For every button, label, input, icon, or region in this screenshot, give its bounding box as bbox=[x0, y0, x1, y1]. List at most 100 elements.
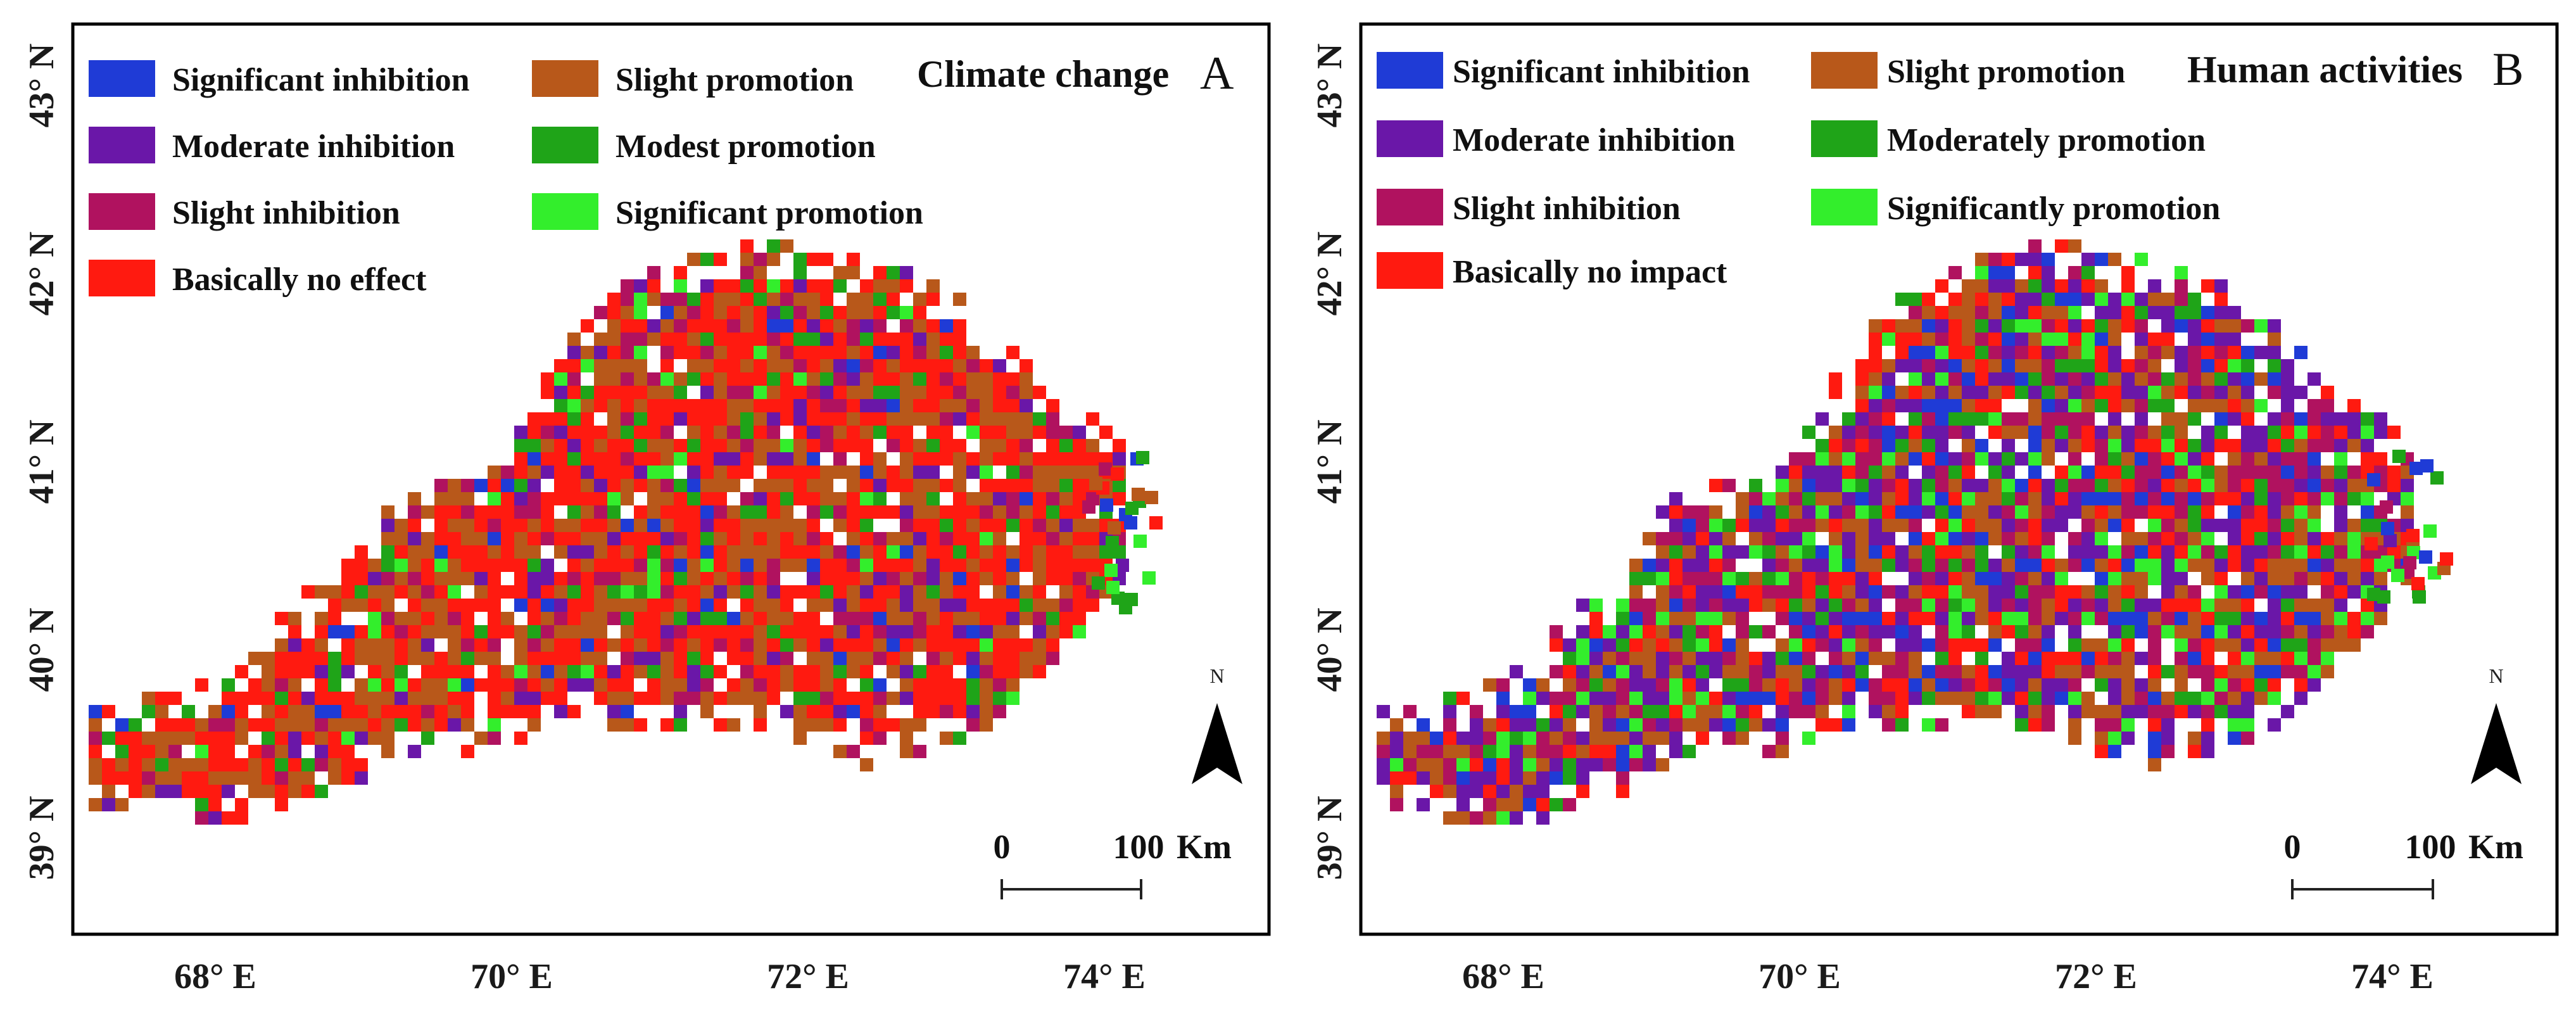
raster-cell bbox=[341, 745, 355, 758]
raster-cell bbox=[381, 585, 395, 599]
raster-cell bbox=[674, 346, 687, 359]
raster-cell bbox=[847, 692, 860, 705]
raster-cell bbox=[1523, 705, 1536, 718]
raster-cell bbox=[1988, 279, 2002, 293]
raster-cell bbox=[1086, 412, 1099, 426]
raster-cell bbox=[966, 718, 980, 732]
raster-cell bbox=[1789, 492, 1802, 505]
raster-cell bbox=[1059, 625, 1073, 638]
raster-cell bbox=[2081, 545, 2095, 559]
raster-cell bbox=[621, 519, 634, 532]
raster-cell bbox=[621, 572, 634, 585]
raster-cell bbox=[408, 638, 421, 652]
raster-cell bbox=[2002, 519, 2015, 532]
raster-cell bbox=[2161, 519, 2175, 532]
raster-cell bbox=[767, 426, 780, 439]
raster-cell bbox=[2294, 638, 2308, 652]
raster-cell bbox=[421, 559, 434, 572]
raster-cell bbox=[2135, 293, 2148, 306]
raster-cell bbox=[1935, 439, 1948, 452]
legend-label-slight-inhibition: Slight inhibition bbox=[172, 195, 400, 231]
raster-cell bbox=[820, 359, 833, 372]
raster-cell bbox=[2175, 638, 2188, 652]
raster-cell bbox=[780, 412, 793, 426]
raster-cell bbox=[2201, 426, 2214, 439]
raster-cell bbox=[2042, 346, 2055, 359]
raster-cell bbox=[2228, 585, 2241, 599]
raster-cell bbox=[2361, 439, 2374, 452]
raster-cell bbox=[700, 638, 714, 652]
raster-cell bbox=[541, 559, 554, 572]
raster-cell bbox=[594, 532, 607, 545]
raster-cell bbox=[501, 545, 514, 559]
raster-cell bbox=[1842, 678, 1855, 692]
raster-cell bbox=[421, 732, 434, 745]
lon-tick-68: 68° E bbox=[174, 957, 256, 996]
raster-cell bbox=[2347, 545, 2361, 559]
raster-cell bbox=[1696, 599, 1709, 612]
raster-cell bbox=[727, 505, 740, 519]
raster-cell bbox=[847, 466, 860, 479]
raster-cell bbox=[940, 559, 953, 572]
raster-cell bbox=[767, 559, 780, 572]
raster-cell bbox=[887, 559, 900, 572]
raster-cell bbox=[368, 705, 381, 718]
raster-cell bbox=[2334, 412, 2347, 426]
raster-cell bbox=[567, 638, 581, 652]
raster-cell bbox=[448, 718, 461, 732]
raster-cell bbox=[2361, 599, 2374, 612]
raster-cell bbox=[1882, 612, 1895, 625]
raster-cell bbox=[727, 306, 740, 319]
raster-cell bbox=[2042, 638, 2055, 652]
raster-cell bbox=[767, 439, 780, 452]
raster-cell bbox=[1656, 732, 1669, 745]
raster-cell bbox=[2028, 545, 2042, 559]
raster-cell bbox=[1736, 545, 1749, 559]
raster-cell bbox=[1709, 519, 1722, 532]
raster-cell bbox=[2214, 692, 2228, 705]
raster-cell bbox=[2161, 665, 2175, 678]
raster-cell bbox=[1948, 638, 1962, 652]
raster-cell bbox=[2321, 599, 2334, 612]
raster-cell bbox=[395, 625, 408, 638]
raster-cell bbox=[115, 732, 129, 745]
raster-cell bbox=[448, 559, 461, 572]
raster-cell bbox=[767, 452, 780, 466]
raster-cell bbox=[1589, 599, 1603, 612]
raster-cell bbox=[1589, 692, 1603, 705]
raster-cell bbox=[2334, 532, 2347, 545]
raster-cell bbox=[1616, 612, 1629, 625]
raster-cell bbox=[1470, 811, 1483, 825]
raster-cell bbox=[1962, 452, 1975, 466]
raster-cell bbox=[2055, 505, 2068, 519]
raster-cell bbox=[634, 372, 647, 386]
raster-cell bbox=[2347, 638, 2361, 652]
raster-cell bbox=[660, 386, 674, 399]
raster-cell bbox=[926, 599, 940, 612]
raster-cell bbox=[607, 319, 621, 333]
raster-cell bbox=[474, 479, 488, 492]
raster-cell bbox=[953, 293, 966, 306]
raster-cell bbox=[594, 359, 607, 372]
raster-cell bbox=[1696, 652, 1709, 665]
raster-cell bbox=[488, 572, 501, 585]
raster-cell bbox=[607, 452, 621, 466]
raster-cell bbox=[1882, 492, 1895, 505]
raster-cell bbox=[953, 652, 966, 665]
raster-cell bbox=[1483, 771, 1496, 785]
raster-cell bbox=[2294, 585, 2308, 599]
raster-cell bbox=[262, 665, 275, 678]
raster-cell bbox=[754, 519, 767, 532]
raster-cell bbox=[700, 492, 714, 505]
raster-cell bbox=[1006, 466, 1020, 479]
raster-cell bbox=[647, 505, 660, 519]
raster-cell bbox=[1006, 492, 1020, 505]
raster-cell bbox=[1776, 585, 1789, 599]
raster-cell bbox=[1909, 346, 1922, 359]
raster-cell bbox=[1869, 372, 1882, 386]
raster-cell bbox=[1909, 293, 1922, 306]
raster-cell bbox=[2015, 306, 2028, 319]
raster-cell bbox=[1842, 692, 1855, 705]
raster-cell bbox=[1033, 638, 1046, 652]
raster-cell bbox=[674, 293, 687, 306]
